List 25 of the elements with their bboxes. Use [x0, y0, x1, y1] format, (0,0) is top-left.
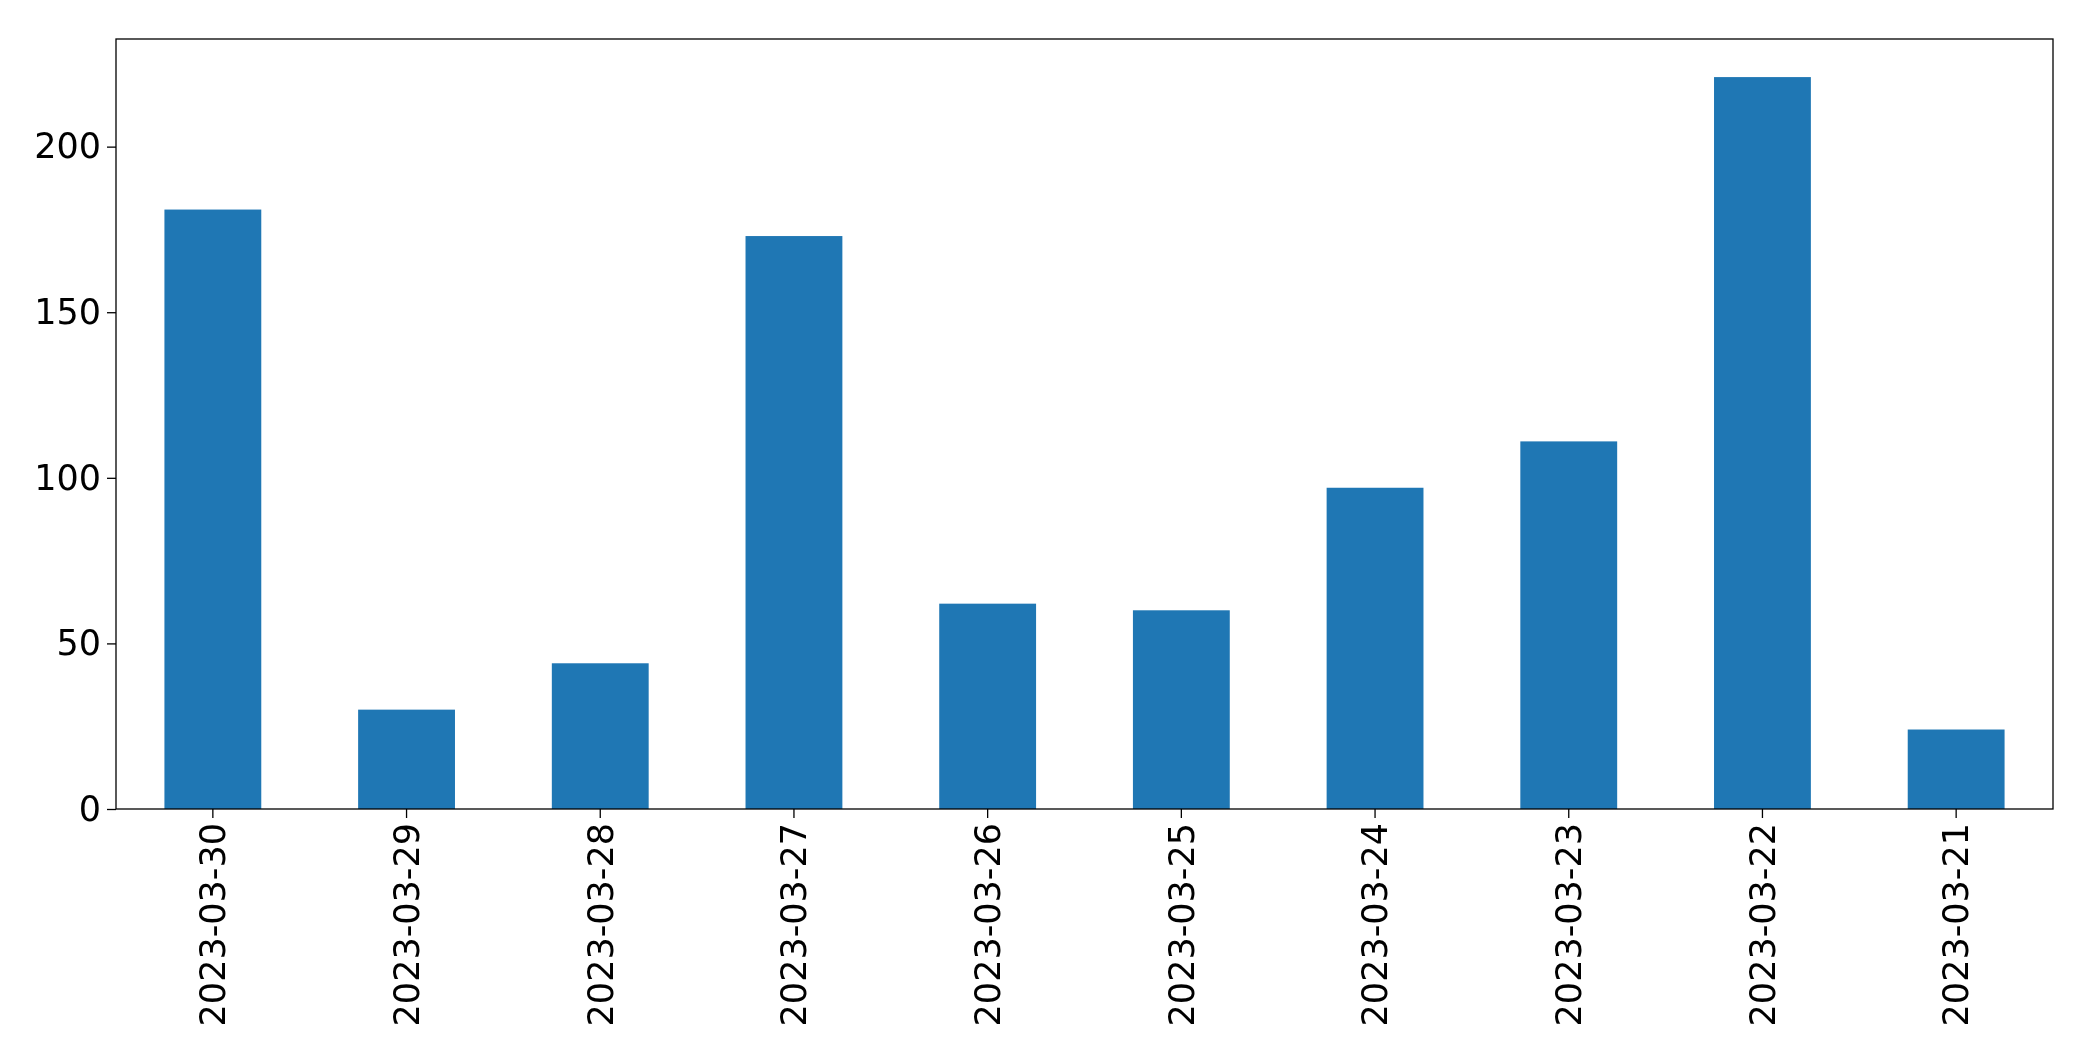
y-tick-label: 150	[34, 291, 101, 332]
bar	[1520, 441, 1618, 809]
bar	[1714, 77, 1811, 809]
x-tick-label: 2023-03-30	[193, 823, 234, 1027]
bar	[551, 663, 649, 809]
bar	[939, 603, 1037, 809]
x-tick-label: 2023-03-25	[1161, 823, 1202, 1027]
x-tick-label: 2023-03-22	[1742, 823, 1783, 1027]
y-tick-label: 100	[34, 457, 101, 498]
bar	[1326, 487, 1424, 809]
x-tick-label: 2023-03-21	[1936, 823, 1977, 1027]
x-tick-label: 2023-03-27	[774, 823, 815, 1027]
bar	[1907, 729, 2005, 809]
x-tick-label: 2023-03-29	[386, 823, 427, 1027]
x-tick-label: 2023-03-24	[1355, 823, 1396, 1027]
y-tick-label: 200	[34, 126, 101, 167]
y-tick-label: 50	[56, 623, 101, 664]
y-tick-label: 0	[78, 788, 101, 829]
bar	[1132, 610, 1230, 809]
x-tick-label: 2023-03-26	[967, 823, 1008, 1027]
bar	[358, 709, 455, 809]
x-tick-label: 2023-03-28	[580, 823, 621, 1027]
bar	[745, 236, 843, 809]
bar	[164, 209, 262, 809]
x-tick-label: 2023-03-23	[1549, 823, 1589, 1027]
